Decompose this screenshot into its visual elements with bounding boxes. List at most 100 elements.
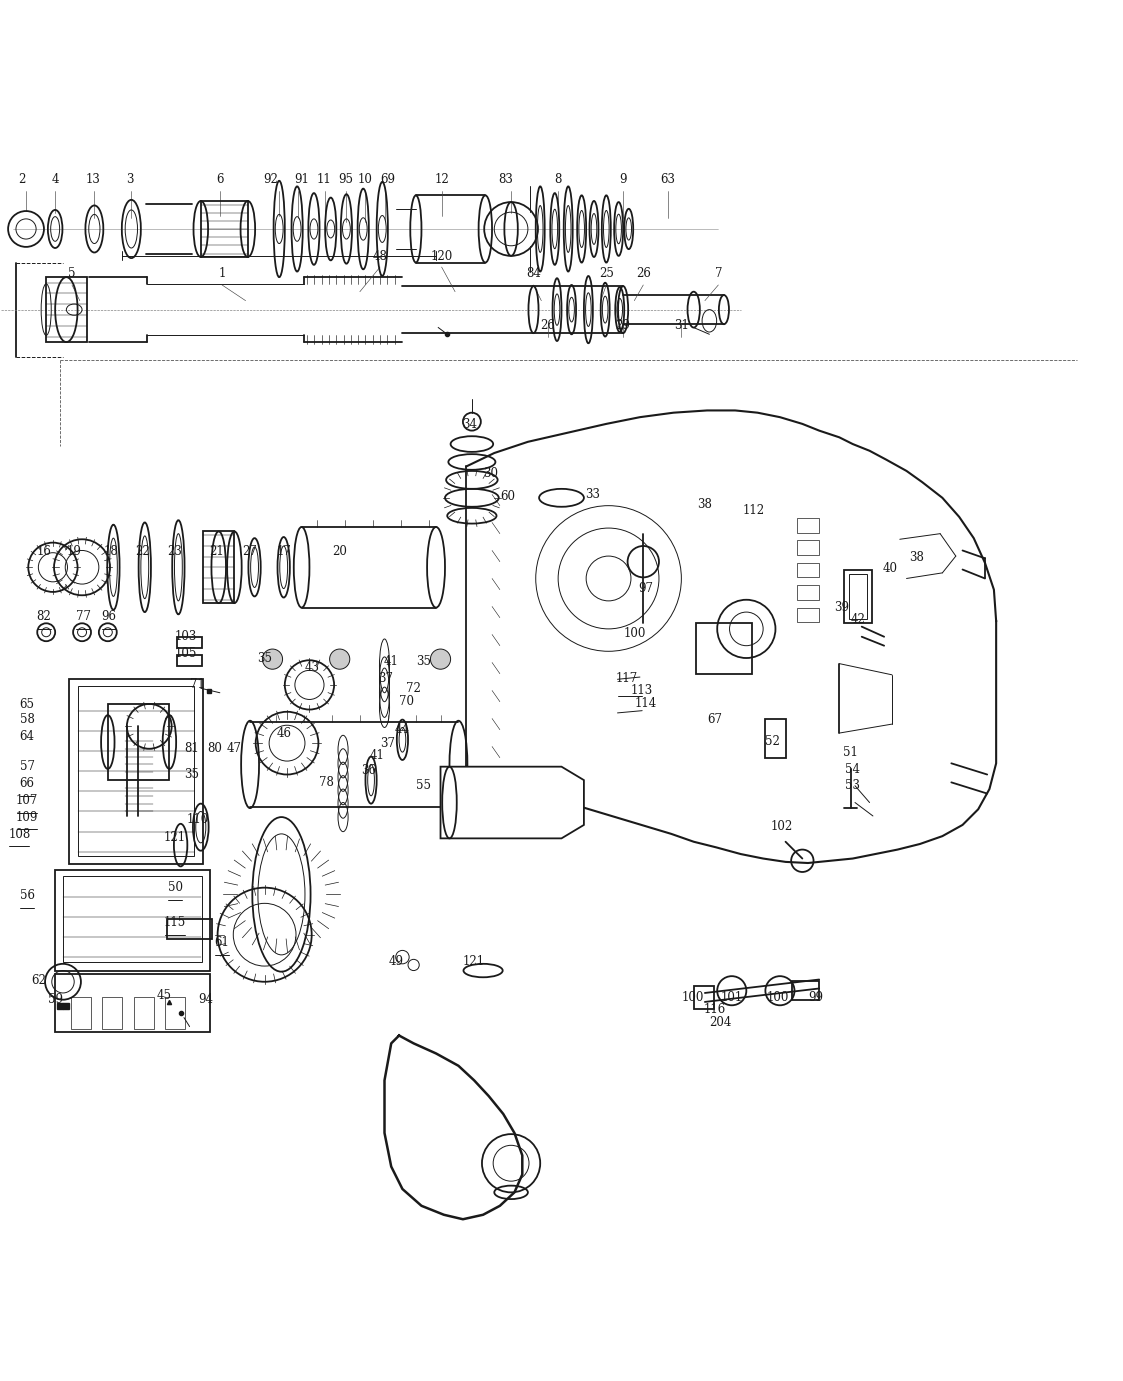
Text: 37: 37 — [378, 673, 393, 685]
Text: 35: 35 — [184, 768, 199, 782]
Text: 1: 1 — [218, 268, 226, 280]
Bar — [796, 563, 819, 577]
Text: 40: 40 — [883, 562, 897, 574]
Bar — [177, 637, 202, 648]
Text: 47: 47 — [227, 743, 241, 755]
Text: 67: 67 — [707, 714, 722, 726]
Text: 34: 34 — [463, 417, 477, 431]
Bar — [201, 202, 248, 257]
Bar — [796, 586, 819, 599]
Text: 62: 62 — [31, 975, 46, 987]
Text: 97: 97 — [638, 583, 652, 595]
Text: 110: 110 — [186, 813, 209, 826]
Text: 37: 37 — [381, 737, 395, 750]
Text: 41: 41 — [369, 750, 384, 762]
Text: 39: 39 — [834, 601, 849, 615]
Text: 82: 82 — [37, 610, 52, 623]
Bar — [694, 986, 714, 1008]
Text: 16: 16 — [37, 545, 52, 558]
Text: 52: 52 — [765, 735, 779, 747]
Text: 99: 99 — [809, 992, 823, 1004]
Text: 29: 29 — [615, 319, 630, 331]
Text: 43: 43 — [304, 660, 319, 674]
Bar — [696, 623, 752, 674]
Text: 107: 107 — [16, 794, 38, 807]
Text: 112: 112 — [743, 504, 765, 516]
Text: 30: 30 — [483, 467, 499, 481]
Text: 35: 35 — [257, 652, 272, 664]
Text: 92: 92 — [263, 174, 277, 186]
Text: 103: 103 — [175, 631, 198, 644]
Text: 50: 50 — [167, 881, 183, 895]
Text: 100: 100 — [623, 627, 646, 639]
Text: 25: 25 — [599, 268, 614, 280]
Text: 6: 6 — [216, 174, 223, 186]
Bar — [77, 686, 194, 856]
Text: 64: 64 — [20, 731, 35, 743]
Text: 45: 45 — [156, 989, 172, 1003]
Text: 60: 60 — [500, 490, 515, 504]
Text: 95: 95 — [338, 174, 353, 186]
Text: 121: 121 — [164, 831, 186, 844]
Text: 96: 96 — [101, 610, 117, 623]
Text: 18: 18 — [103, 545, 119, 558]
Text: 55: 55 — [417, 779, 431, 793]
Text: 44: 44 — [395, 724, 410, 736]
Bar — [102, 997, 122, 1029]
Text: 8: 8 — [555, 174, 562, 186]
Text: 57: 57 — [20, 761, 35, 773]
Text: 102: 102 — [772, 820, 793, 833]
Circle shape — [263, 649, 283, 670]
Bar — [108, 704, 170, 780]
Text: 61: 61 — [214, 936, 229, 949]
Text: 101: 101 — [721, 992, 743, 1004]
Text: 70: 70 — [400, 696, 414, 708]
Bar — [796, 540, 819, 555]
Bar — [63, 877, 202, 961]
Text: 27: 27 — [243, 545, 257, 558]
Polygon shape — [440, 766, 584, 838]
Bar — [203, 532, 235, 603]
Text: 17: 17 — [276, 545, 291, 558]
Bar — [71, 997, 91, 1029]
Text: 72: 72 — [407, 682, 421, 695]
Text: 120: 120 — [430, 250, 453, 262]
Bar — [766, 718, 786, 758]
Text: 51: 51 — [843, 746, 858, 758]
Text: 94: 94 — [198, 993, 212, 1007]
Bar — [55, 870, 210, 971]
Text: 115: 115 — [164, 916, 186, 929]
Bar — [167, 918, 212, 939]
Text: 10: 10 — [358, 174, 373, 186]
Text: 2: 2 — [18, 174, 25, 186]
Text: 56: 56 — [20, 889, 35, 902]
Text: 109: 109 — [16, 811, 38, 824]
Text: 80: 80 — [207, 743, 221, 755]
Text: 63: 63 — [660, 174, 675, 186]
Text: 46: 46 — [276, 726, 291, 740]
Text: 204: 204 — [710, 1016, 732, 1029]
Text: 5: 5 — [69, 268, 75, 280]
Bar — [46, 278, 86, 342]
Text: 113: 113 — [631, 684, 654, 697]
Text: 7: 7 — [714, 268, 722, 280]
Text: 26: 26 — [636, 268, 650, 280]
Text: 4: 4 — [52, 174, 58, 186]
Text: 91: 91 — [294, 174, 309, 186]
Text: 31: 31 — [674, 319, 688, 331]
Text: 38: 38 — [910, 551, 924, 563]
Text: 48: 48 — [373, 250, 387, 262]
Text: 26: 26 — [540, 319, 556, 331]
Bar — [69, 679, 203, 865]
Text: 81: 81 — [184, 743, 199, 755]
Text: 35: 35 — [417, 655, 431, 668]
Text: 33: 33 — [585, 487, 601, 501]
Text: 58: 58 — [20, 714, 35, 726]
Bar — [796, 608, 819, 623]
Circle shape — [430, 649, 450, 670]
Text: 36: 36 — [362, 764, 376, 776]
Text: 42: 42 — [851, 613, 866, 626]
Text: 9: 9 — [620, 174, 627, 186]
Text: 117: 117 — [615, 673, 638, 685]
Text: 49: 49 — [389, 956, 403, 968]
